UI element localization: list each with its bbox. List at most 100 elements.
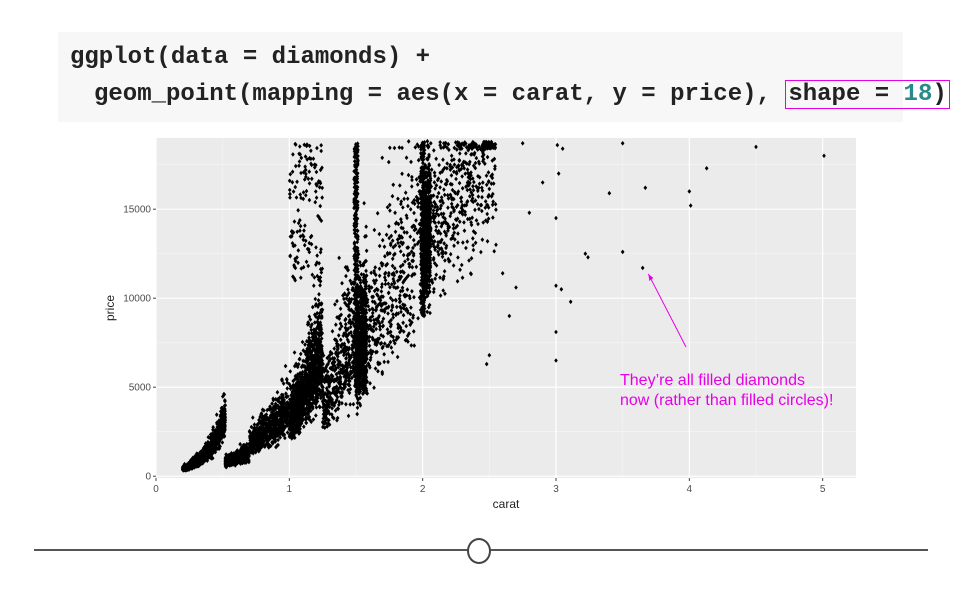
data-point (309, 357, 314, 363)
data-point (293, 416, 298, 422)
data-point (321, 389, 325, 394)
data-point (336, 362, 340, 367)
data-point (303, 368, 308, 374)
data-point (344, 361, 349, 366)
data-point (332, 368, 337, 373)
data-point (261, 430, 266, 435)
data-point (290, 413, 294, 419)
data-point (317, 292, 321, 297)
data-point (380, 263, 384, 268)
data-point (361, 306, 366, 312)
data-point (203, 447, 208, 453)
data-point (284, 376, 289, 382)
data-point (285, 386, 290, 391)
data-point (230, 458, 234, 464)
data-point (334, 378, 339, 383)
data-point (365, 336, 370, 342)
data-point (364, 248, 369, 254)
data-point (306, 411, 311, 417)
data-point (290, 389, 295, 395)
data-point (330, 406, 334, 411)
data-point (342, 291, 347, 296)
data-point (340, 368, 344, 373)
data-point (348, 402, 352, 407)
data-point (362, 315, 367, 321)
data-point (295, 384, 300, 389)
data-point (416, 316, 420, 321)
data-point (319, 359, 324, 365)
data-point (330, 366, 334, 371)
data-point (305, 388, 310, 393)
data-point (282, 414, 286, 419)
data-point (359, 381, 364, 387)
data-point (365, 297, 370, 303)
data-point (349, 369, 354, 375)
data-point (292, 383, 297, 389)
data-point (334, 349, 338, 355)
data-point (310, 344, 315, 350)
data-point (299, 351, 303, 357)
data-point (288, 403, 293, 409)
data-point (364, 340, 369, 346)
data-point (376, 336, 380, 342)
data-point (232, 454, 237, 459)
data-point (223, 425, 227, 431)
data-point (343, 321, 348, 327)
data-point (393, 221, 398, 226)
data-point (326, 400, 331, 405)
data-point (307, 367, 311, 373)
data-point (358, 263, 363, 268)
data-point (307, 314, 312, 319)
data-point (316, 337, 321, 342)
data-point (250, 436, 254, 442)
data-point (313, 358, 317, 364)
data-point (219, 418, 224, 424)
data-point (391, 245, 396, 250)
data-point (248, 450, 252, 455)
data-point (414, 264, 419, 270)
data-point (409, 249, 414, 254)
data-point (281, 381, 286, 386)
data-point (244, 447, 249, 452)
data-point (271, 417, 276, 423)
data-point (372, 288, 377, 294)
data-point (272, 436, 276, 441)
data-point (393, 251, 397, 257)
data-point (363, 346, 368, 352)
data-point (330, 329, 335, 334)
data-point (300, 371, 304, 377)
data-point (209, 440, 214, 445)
data-point (391, 182, 396, 188)
data-point (407, 331, 411, 336)
data-point (310, 396, 314, 402)
data-point (295, 424, 299, 430)
data-point (355, 411, 359, 417)
data-point (316, 392, 320, 398)
data-point (214, 434, 219, 440)
data-point (410, 289, 414, 294)
data-point (202, 448, 206, 454)
data-point (308, 362, 312, 368)
data-point (316, 395, 320, 401)
data-point (318, 389, 323, 395)
data-point (400, 145, 404, 151)
data-point (340, 341, 344, 347)
data-point (384, 232, 389, 238)
data-point (269, 420, 274, 426)
data-point (392, 145, 397, 151)
data-point (310, 352, 315, 358)
data-point (253, 450, 258, 455)
data-point (327, 422, 332, 427)
data-point (277, 427, 282, 433)
data-point (274, 396, 278, 402)
data-point (303, 377, 308, 383)
data-point (262, 443, 266, 449)
data-point (313, 380, 318, 386)
data-point (283, 363, 288, 369)
data-point (257, 449, 261, 454)
data-point (380, 237, 385, 243)
data-point (269, 434, 273, 439)
data-point (275, 390, 280, 395)
data-point (311, 331, 316, 337)
